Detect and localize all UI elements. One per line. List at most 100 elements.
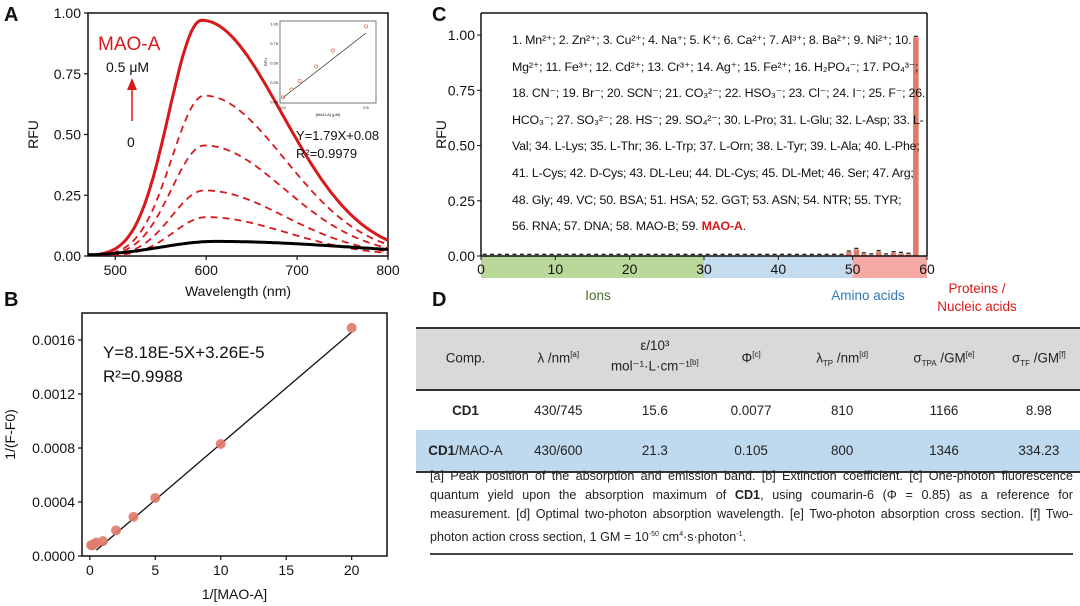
panel-c-x-tick-label: 40 bbox=[771, 261, 787, 277]
inset-y-tick-label: 1.00 bbox=[270, 22, 279, 27]
table-header-cell: ε/10³ mol⁻¹·L·cm⁻¹[b] bbox=[601, 327, 709, 391]
panel-a-x-tick-label: 800 bbox=[376, 262, 400, 278]
table-cell: 1166 bbox=[929, 403, 959, 418]
table-cell: 334.23 bbox=[997, 430, 1080, 473]
bar bbox=[913, 37, 919, 256]
bar bbox=[861, 253, 867, 256]
fit-equation: Y=1.79X+0.08 bbox=[296, 128, 379, 143]
data-point bbox=[111, 525, 122, 536]
data-point bbox=[215, 438, 226, 449]
top-concentration-label: 0.5 μM bbox=[106, 59, 149, 75]
group-label: Proteins / bbox=[948, 281, 1005, 296]
inset-y-tick-label: 0.25 bbox=[270, 80, 279, 85]
table-cell: 8.98 bbox=[1025, 403, 1052, 418]
table-cell: 800 bbox=[794, 430, 891, 473]
fit-equation: Y=8.18E-5X+3.26E-5 bbox=[103, 343, 265, 362]
inset-y-tick-label: 0.50 bbox=[270, 61, 279, 66]
inset-y-tick-label: 0.75 bbox=[270, 41, 279, 46]
table-cell: 810 bbox=[830, 403, 854, 418]
legend-line: HCO₃⁻; 27. SO₃²⁻; 28. HS⁻; 29. SO₄²⁻; 30… bbox=[512, 112, 924, 127]
table-header-cell: λTP /nm[d] bbox=[794, 327, 891, 391]
group-label: Amino acids bbox=[831, 288, 905, 303]
inset-data-point bbox=[363, 24, 368, 29]
inset-data-point bbox=[330, 48, 335, 53]
table-header-cell: σTF /GM[f] bbox=[997, 327, 1080, 391]
panel-b-y-tick-label: 0.0016 bbox=[32, 332, 75, 348]
inset-data-point bbox=[280, 95, 285, 100]
group-label-line2: Nucleic acids bbox=[937, 299, 1017, 314]
table-header-cell: λ /nm[a] bbox=[515, 327, 602, 391]
legend-line-text: 56. RNA; 57. DNA; 58. MAO-B; 59. bbox=[512, 219, 702, 234]
panel-b-x-tick-label: 10 bbox=[213, 562, 229, 578]
bottom-concentration-label: 0 bbox=[127, 134, 135, 150]
inset-y-axis-title: RFU bbox=[263, 58, 268, 66]
panel-a-y-tick-label: 0.75 bbox=[54, 66, 81, 82]
panel-c-x-tick-label: 20 bbox=[622, 261, 638, 277]
panel-a-y-axis-title: RFU bbox=[25, 120, 41, 149]
data-point bbox=[128, 511, 139, 522]
bar bbox=[853, 249, 860, 256]
panel-b-y-axis-title: 1/(F-F0) bbox=[2, 409, 18, 460]
spectrum-curve bbox=[88, 94, 389, 256]
legend-line-last: 56. RNA; 57. DNA; 58. MAO-B; 59. MAO-A. bbox=[512, 219, 746, 234]
legend-line: 48. Gly; 49. VC; 50. BSA; 51. HSA; 52. G… bbox=[512, 192, 902, 207]
bar bbox=[875, 251, 882, 256]
inset-data-point bbox=[314, 64, 319, 69]
table-cell: 430/745 bbox=[534, 403, 583, 418]
panel-label-b: B bbox=[4, 289, 19, 311]
panel-b-y-tick-label: 0.0000 bbox=[32, 548, 75, 564]
table-cell: 0.0077 bbox=[730, 403, 772, 418]
group-band-1 bbox=[704, 256, 853, 278]
inset-x-axis-title: [MAO-A] (μM) bbox=[316, 112, 341, 117]
fit-r2: R²=0.9979 bbox=[296, 146, 357, 161]
panel-label-d: D bbox=[432, 289, 447, 311]
inset-fit-line bbox=[282, 32, 367, 98]
legend-line: 1. Mn²⁺; 2. Zn²⁺; 3. Cu²⁺; 4. Na⁺; 5. K⁺… bbox=[512, 33, 912, 47]
group-label: Ions bbox=[585, 288, 611, 303]
panel-a-y-tick-label: 0.25 bbox=[54, 187, 81, 203]
table-row: CD1 430/745 15.6 0.0077 810 1166 8.98 bbox=[416, 390, 1080, 430]
panel-a-y-tick-label: 0.50 bbox=[54, 127, 81, 143]
panel-b-x-tick-label: 20 bbox=[344, 562, 360, 578]
table-cell-comp: CD1 bbox=[452, 403, 479, 418]
table-header-row: Comp. λ /nm[a] ε/10³ mol⁻¹·L·cm⁻¹[b] Φ[c] λT… bbox=[416, 327, 1080, 391]
panel-b-x-tick-label: 5 bbox=[151, 562, 159, 578]
panel-c-x-tick-label: 10 bbox=[548, 261, 564, 277]
data-point bbox=[150, 492, 161, 503]
panel-c-x-tick-label: 0 bbox=[477, 261, 485, 277]
inset-x-tick-label: 0.5 bbox=[363, 105, 369, 110]
table-footnote: [a] Peak position of the absorption and … bbox=[430, 467, 1073, 555]
legend-line: Val; 34. L-Lys; 35. L-Thr; 36. L-Trp; 37… bbox=[512, 139, 920, 154]
group-band-0 bbox=[481, 256, 704, 278]
inset-data-point bbox=[297, 78, 302, 83]
table-header-cell: Φ[c] bbox=[708, 327, 795, 391]
inset-data-point bbox=[289, 87, 294, 92]
panel-c-y-tick-label: 0.75 bbox=[448, 82, 475, 98]
table-cell: 0.105 bbox=[708, 430, 795, 473]
panel-b-y-tick-label: 0.0012 bbox=[32, 386, 75, 402]
spectrum-curve bbox=[88, 216, 389, 256]
panel-c-x-tick-label: 30 bbox=[696, 261, 712, 277]
panel-b-y-tick-label: 0.0004 bbox=[32, 494, 75, 510]
table-cell: 430/600 bbox=[515, 430, 602, 473]
table-header-cell: Comp. bbox=[416, 327, 515, 391]
group-band-2 bbox=[852, 256, 927, 278]
spectrum-curve bbox=[88, 189, 389, 256]
legend-line: 41. L-Cys; 42. D-Cys; 43. DL-Leu; 44. DL… bbox=[512, 165, 914, 180]
legend-line: 18. CN⁻; 19. Br⁻; 20. SCN⁻; 21. CO₃²⁻; 2… bbox=[512, 86, 926, 101]
table-cell-comp: CD1/MAO-A bbox=[416, 430, 515, 473]
panel-a-x-tick-label: 500 bbox=[104, 262, 128, 278]
legend-line: Mg²⁺; 11. Fe³⁺; 12. Cd²⁺; 13. Cr³⁺; 14. … bbox=[512, 59, 919, 74]
panel-b-frame bbox=[81, 312, 388, 557]
panel-b-x-tick-label: 15 bbox=[278, 562, 294, 578]
inset-y-tick-label: 0.00 bbox=[270, 100, 279, 105]
panel-c-y-tick-label: 0.00 bbox=[448, 248, 475, 264]
fit-r2: R²=0.9988 bbox=[103, 367, 183, 386]
inset-x-tick-label: 0.0 bbox=[280, 105, 286, 110]
legend-highlight: MAO-A bbox=[701, 219, 743, 234]
panel-a-y-tick-label: 1.00 bbox=[54, 5, 81, 21]
table-cell: 21.3 bbox=[601, 430, 709, 473]
inset-frame bbox=[279, 20, 377, 104]
